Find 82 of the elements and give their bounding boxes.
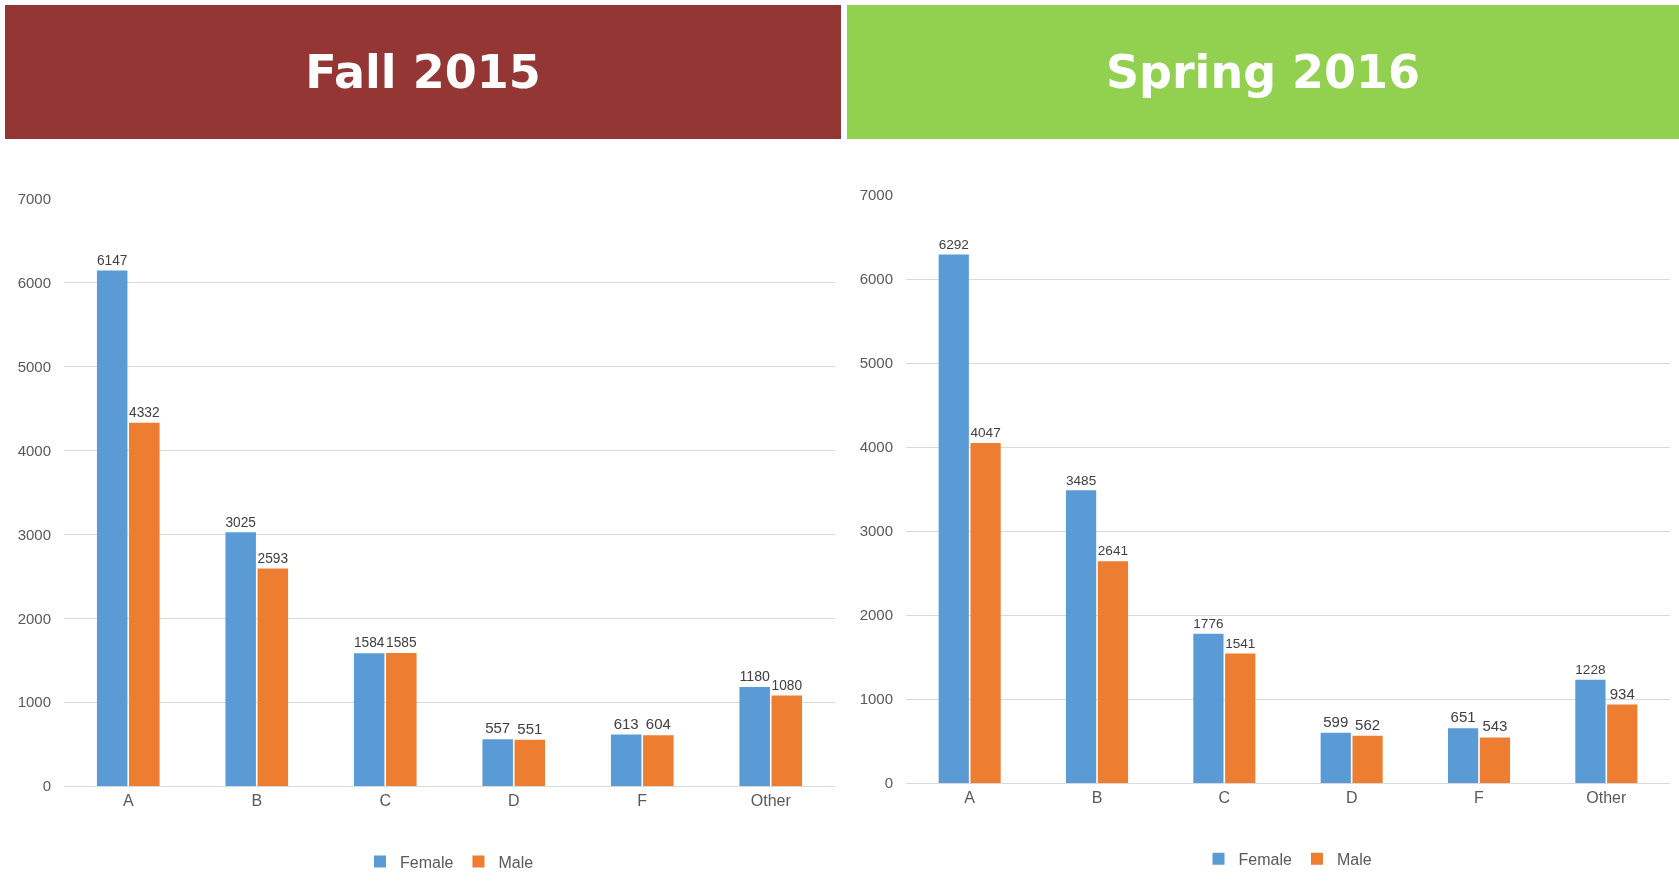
bar bbox=[739, 687, 770, 786]
x-tick-label: A bbox=[964, 789, 976, 807]
y-tick-label: 1000 bbox=[17, 693, 51, 711]
bar bbox=[482, 739, 513, 786]
x-tick-label: D bbox=[1345, 789, 1358, 807]
legend-label: Male bbox=[498, 853, 534, 871]
data-label: 3025 bbox=[225, 514, 257, 530]
y-tick-label: 3000 bbox=[859, 522, 893, 540]
x-tick-label: A bbox=[122, 792, 134, 810]
data-label: 934 bbox=[1609, 684, 1635, 702]
data-label: 1584 bbox=[353, 635, 385, 651]
x-tick-label: C bbox=[379, 792, 392, 810]
y-tick-label: 7000 bbox=[859, 186, 893, 204]
y-tick-label: 2000 bbox=[859, 606, 893, 624]
x-tick-label: Other bbox=[1586, 789, 1628, 807]
bar bbox=[1193, 633, 1224, 783]
chart-title: Spring 2016 bbox=[847, 5, 1679, 139]
y-tick-label: 4000 bbox=[859, 438, 893, 456]
y-tick-label: 6000 bbox=[859, 270, 893, 288]
bar bbox=[1447, 728, 1479, 783]
data-label: 557 bbox=[485, 719, 511, 737]
x-tick-label: D bbox=[507, 792, 520, 810]
bar bbox=[1097, 561, 1129, 783]
y-tick-label: 2000 bbox=[17, 609, 51, 627]
x-tick-label: B bbox=[251, 792, 263, 810]
bar bbox=[1575, 679, 1606, 783]
bar bbox=[386, 653, 417, 786]
data-label: 4047 bbox=[970, 425, 1001, 441]
y-tick-label: 0 bbox=[42, 777, 51, 795]
bar bbox=[643, 735, 674, 786]
bar bbox=[1225, 653, 1256, 783]
data-label: 562 bbox=[1355, 715, 1381, 733]
x-tick-label: Other bbox=[750, 792, 792, 810]
y-tick-label: 5000 bbox=[859, 354, 893, 372]
data-label: 1776 bbox=[1193, 616, 1224, 632]
bar bbox=[1352, 735, 1383, 783]
bar bbox=[257, 568, 289, 786]
bar bbox=[353, 653, 385, 786]
bar bbox=[1479, 737, 1511, 783]
x-tick-label: B bbox=[1091, 789, 1103, 807]
legend-label: Male bbox=[1336, 850, 1372, 868]
data-label: 6147 bbox=[96, 252, 128, 268]
bar bbox=[771, 695, 803, 786]
data-label: 613 bbox=[613, 714, 639, 732]
bar bbox=[1320, 732, 1351, 783]
data-label: 3485 bbox=[1065, 472, 1097, 488]
bar bbox=[225, 532, 256, 786]
bar bbox=[610, 734, 642, 786]
chart-title: Fall 2015 bbox=[5, 5, 841, 139]
bar bbox=[129, 422, 160, 786]
y-tick-label: 3000 bbox=[17, 525, 51, 543]
data-label: 1180 bbox=[739, 668, 771, 685]
data-label: 551 bbox=[517, 719, 543, 737]
data-label: 1541 bbox=[1225, 635, 1256, 651]
x-tick-label: F bbox=[637, 792, 648, 810]
data-label: 4332 bbox=[129, 404, 160, 420]
data-label: 543 bbox=[1482, 717, 1508, 735]
bar bbox=[1607, 704, 1638, 783]
x-tick-label: C bbox=[1218, 789, 1231, 807]
x-tick-label: F bbox=[1474, 789, 1485, 807]
bar bbox=[1065, 490, 1097, 783]
y-tick-label: 6000 bbox=[17, 274, 51, 292]
data-label: 6292 bbox=[938, 236, 969, 252]
y-tick-label: 4000 bbox=[17, 441, 51, 459]
data-label: 599 bbox=[1323, 712, 1349, 730]
bar bbox=[514, 739, 546, 786]
legend-label: Female bbox=[400, 853, 454, 871]
y-tick-label: 5000 bbox=[17, 357, 51, 375]
data-label: 1080 bbox=[771, 677, 803, 693]
y-tick-label: 7000 bbox=[17, 190, 51, 208]
bar bbox=[96, 270, 128, 786]
y-tick-label: 1000 bbox=[859, 690, 893, 708]
bar bbox=[938, 254, 969, 783]
data-label: 1228 bbox=[1575, 662, 1606, 678]
data-label: 1585 bbox=[386, 635, 417, 651]
bar bbox=[970, 443, 1001, 783]
data-label: 604 bbox=[645, 715, 671, 733]
data-label: 651 bbox=[1450, 708, 1476, 726]
y-tick-label: 0 bbox=[884, 774, 893, 792]
data-label: 2641 bbox=[1097, 543, 1129, 559]
legend-label: Female bbox=[1238, 850, 1292, 868]
data-label: 2593 bbox=[257, 550, 289, 566]
